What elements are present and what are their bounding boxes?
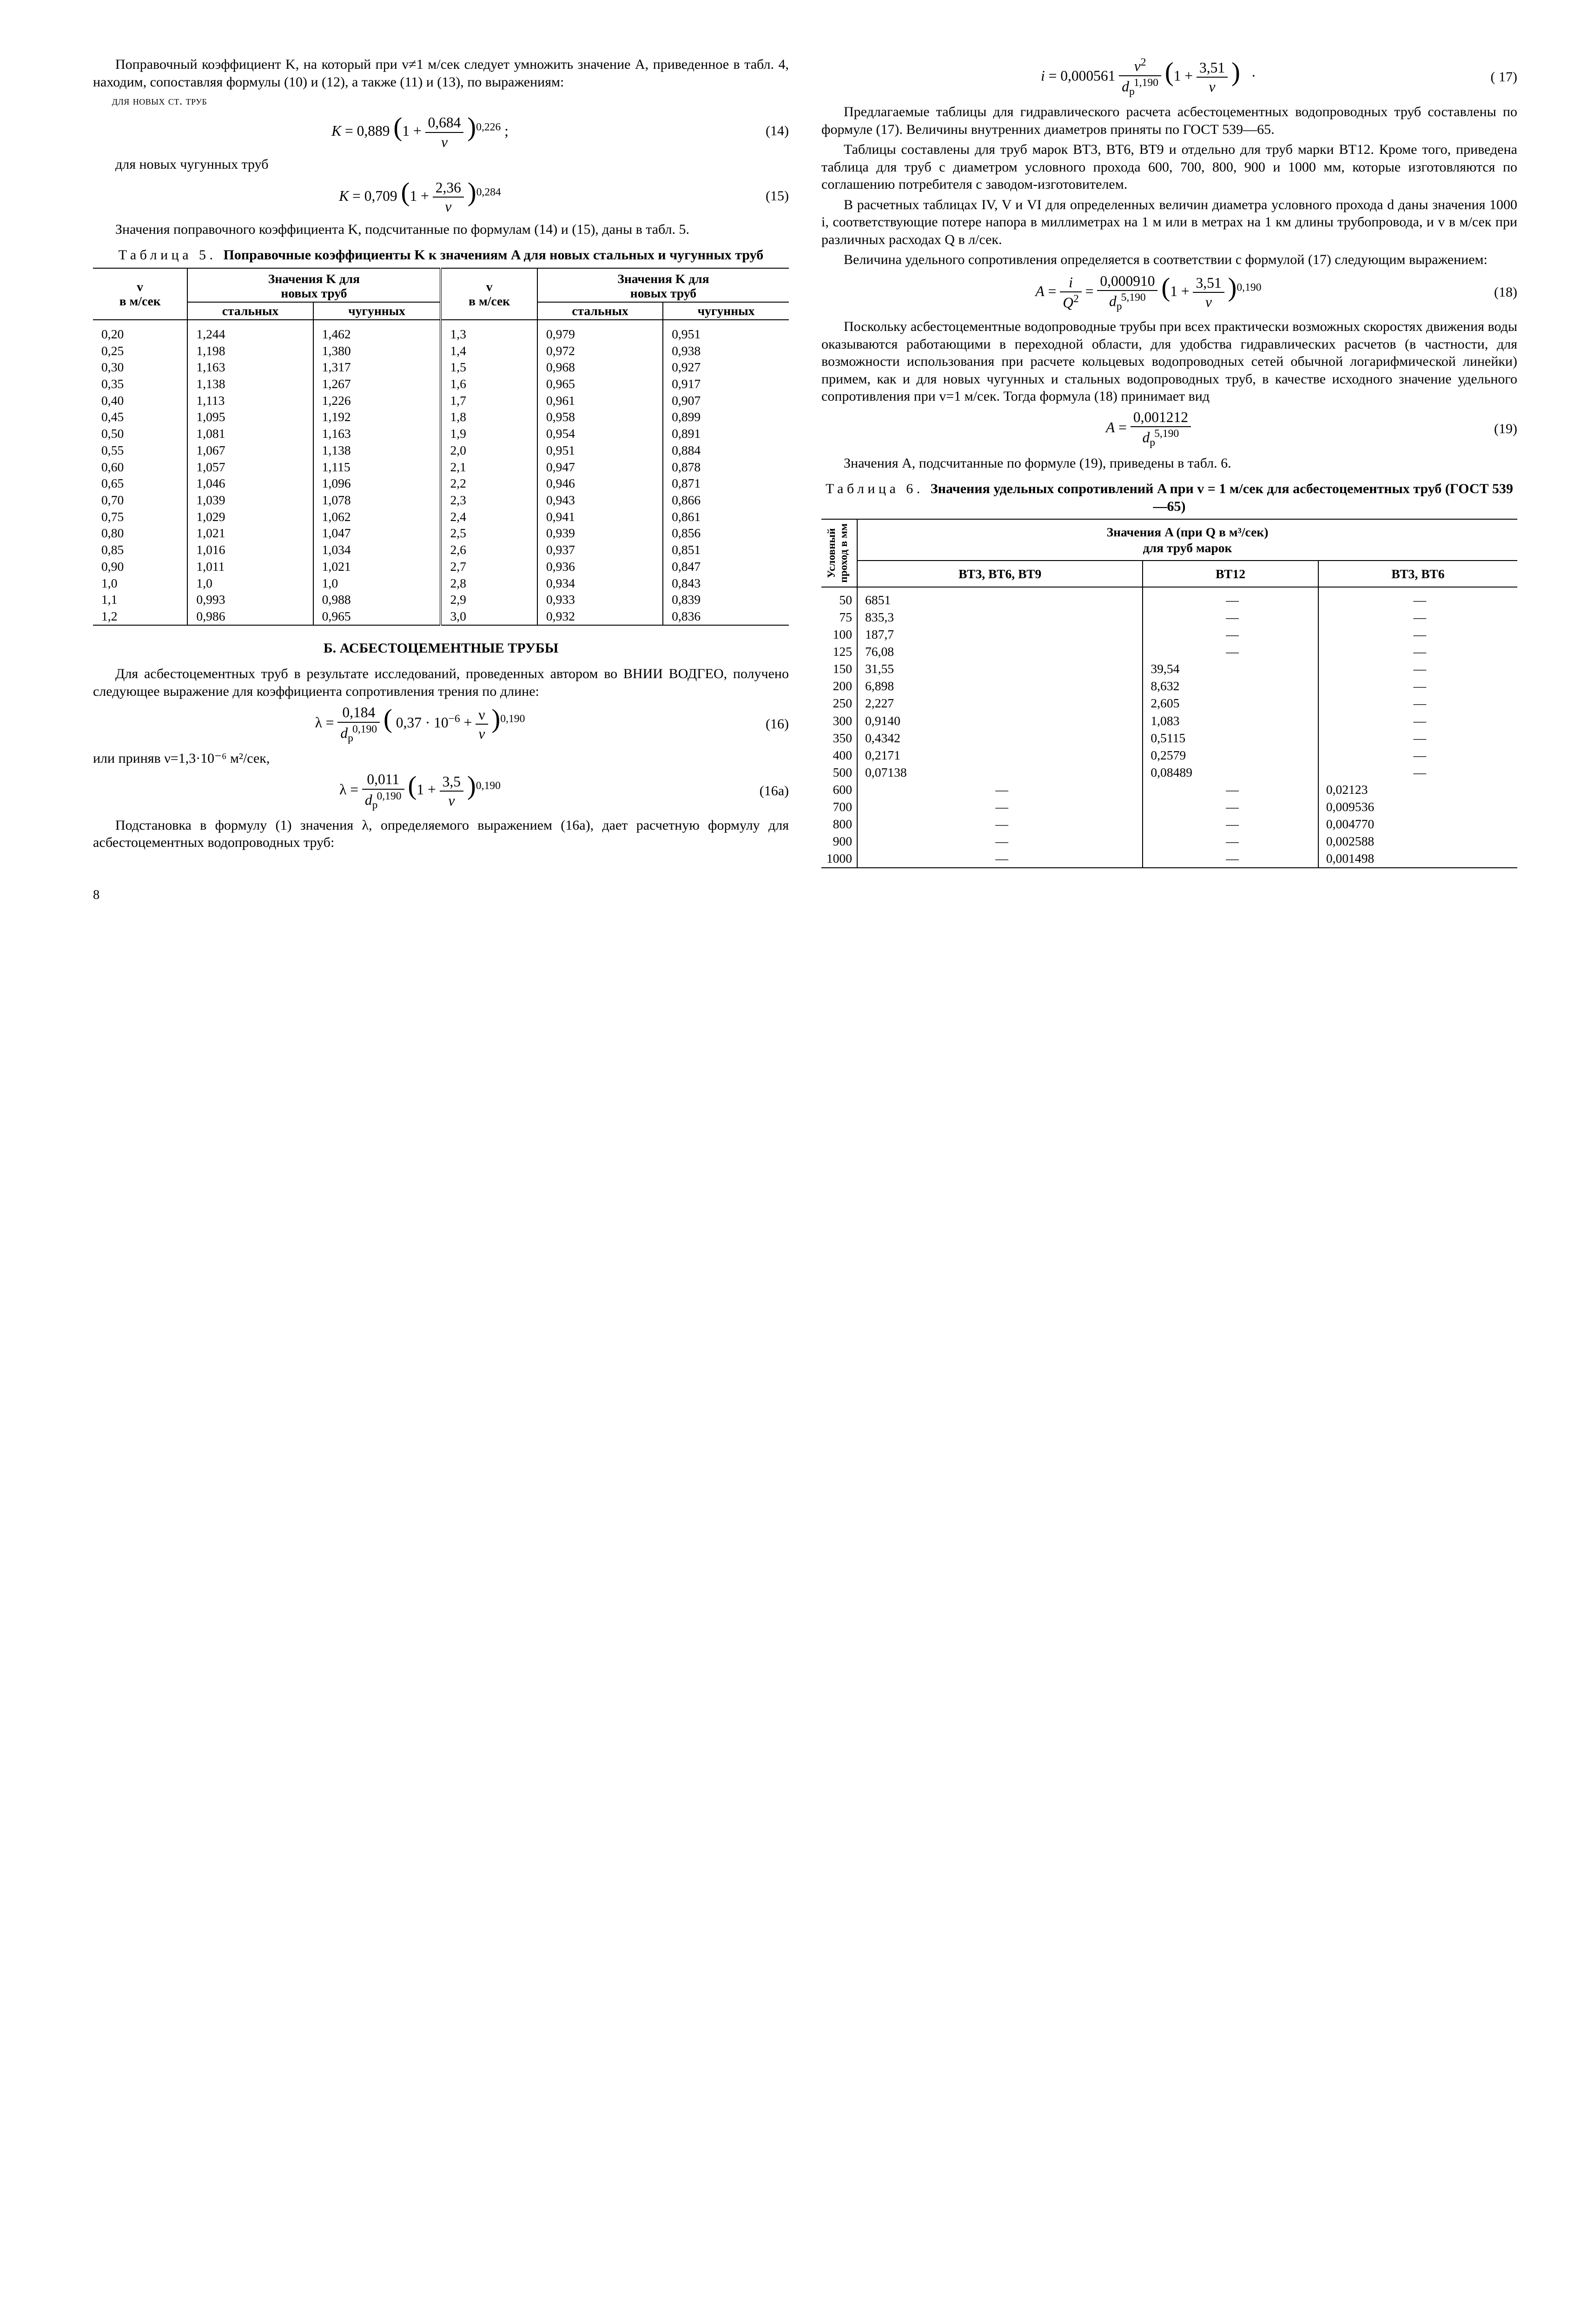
col-header: ВТ12 <box>1143 561 1318 587</box>
table-row: 800——0,004770 <box>821 815 1517 832</box>
table-row: 0,201,2441,4621,30,9790,951 <box>93 326 789 343</box>
table-row: 4000,21710,2579— <box>821 746 1517 764</box>
para: Подстановка в формулу (1) значения λ, оп… <box>93 817 789 852</box>
table-row: 0,451,0951,1921,80,9580,899 <box>93 409 789 425</box>
table-row: 100187,7—— <box>821 626 1517 643</box>
section-heading-b: Б. АСБЕСТОЦЕМЕНТНЫЕ ТРУБЫ <box>93 640 789 657</box>
table-row: 1000——0,001498 <box>821 850 1517 867</box>
para: Поправочный коэффициент K, на кото­рый п… <box>93 56 789 91</box>
table-row: 0,601,0571,1152,10,9470,878 <box>93 459 789 475</box>
col-header: Значения A (при Q в м³/сек) для труб мар… <box>857 519 1517 561</box>
para: Поскольку асбестоцементные водопро­водны… <box>821 318 1517 405</box>
col-header: Значения K для новых труб <box>537 268 789 302</box>
table-row: 0,901,0111,0212,70,9360,847 <box>93 558 789 575</box>
table-row: 0,351,1381,2671,60,9650,917 <box>93 376 789 392</box>
equation-18: A = iQ2 = 0,000910dр5,190 (1 + 3,51v )0,… <box>821 271 1517 314</box>
table-row: 900——0,002588 <box>821 832 1517 850</box>
table-row: 600——0,02123 <box>821 781 1517 798</box>
para: Значения A, подсчитанные по формуле (19)… <box>821 455 1517 472</box>
table-row: 0,501,0811,1631,90,9540,891 <box>93 425 789 442</box>
table-row: 0,251,1981,3801,40,9720,938 <box>93 343 789 359</box>
eqnum: (16а) <box>756 782 789 800</box>
table-row: 700——0,009536 <box>821 798 1517 815</box>
col-header: чугун­ных <box>663 302 789 320</box>
table-row: 1,10,9930,9882,90,9330,839 <box>93 591 789 608</box>
table-row: 12576,08—— <box>821 643 1517 660</box>
col-header: v в м/сек <box>441 268 537 320</box>
equation-17: i = 0,000561 v2dр1,190 (1 + 3,51v ) · ( … <box>821 56 1517 99</box>
equation-14: K = 0,889 (1 + 0,684v )0,226 ; (14) <box>93 111 789 151</box>
equation-16: λ = 0,184dр0,190 ( 0,37 · 10−6 + νv )0,1… <box>93 703 789 745</box>
eqnum: (18) <box>1485 284 1517 301</box>
eqnum: (19) <box>1485 420 1517 438</box>
para: Таблицы составлены для труб марок ВТ3, В… <box>821 141 1517 193</box>
table-row: 0,751,0291,0622,40,9410,861 <box>93 508 789 525</box>
eqnum: (16) <box>756 715 789 733</box>
table-row: 0,301,1631,3171,50,9680,927 <box>93 359 789 376</box>
eqnum: (15) <box>756 187 789 205</box>
col-header: сталь­ных <box>537 302 663 320</box>
table-row: 2006,8988,632— <box>821 677 1517 694</box>
table-row: 15031,5539,54— <box>821 660 1517 677</box>
para: или приняв ν=1,3·10⁻⁶ м²/сек, <box>93 750 789 767</box>
table5-title: Таблица 5. Поправочные коэффи­циенты K к… <box>93 246 789 264</box>
col-header: чугун­ных <box>313 302 441 320</box>
table-row: 0,801,0211,0472,50,9390,856 <box>93 525 789 541</box>
table-row: 3500,43420,5115— <box>821 729 1517 746</box>
table-row: 0,701,0391,0782,30,9430,866 <box>93 492 789 508</box>
table-row: 0,851,0161,0342,60,9370,851 <box>93 541 789 558</box>
equation-15: K = 0,709 (1 + 2,36v )0,284 (15) <box>93 176 789 216</box>
table-row: 0,651,0461,0962,20,9460,871 <box>93 475 789 492</box>
eqnum: (14) <box>756 122 789 140</box>
table-row: 1,01,01,02,80,9340,843 <box>93 575 789 592</box>
col-header: Значения K для новых труб <box>187 268 441 302</box>
table-row: 0,551,0671,1382,00,9510,884 <box>93 442 789 459</box>
table-row: 1,20,9860,9653,00,9320,836 <box>93 608 789 625</box>
caption: для новых ст. труб <box>93 93 789 108</box>
para: Значения поправочного коэффициента K, по… <box>93 221 789 238</box>
table-row: 0,401,1131,2261,70,9610,907 <box>93 392 789 409</box>
para: Величина удельного сопротивления оп­реде… <box>821 251 1517 269</box>
table-6: Условный проход в мм Значения A (при Q в… <box>821 519 1517 868</box>
col-header: сталь­ных <box>187 302 313 320</box>
para: В расчетных таблицах IV, V и VI для опре… <box>821 196 1517 249</box>
table-row: 506851—— <box>821 591 1517 608</box>
table-row: 75835,3—— <box>821 608 1517 626</box>
para: Для асбестоцементных труб в результате и… <box>93 665 789 700</box>
equation-16a: λ = 0,011dр0,190 (1 + 3,5v )0,190 (16а) <box>93 770 789 812</box>
table-row: 2502,2272,605— <box>821 694 1517 712</box>
para: Предлагаемые таблицы для гидравличе­ског… <box>821 103 1517 138</box>
table-5: v в м/сек Значения K для новых труб v в … <box>93 268 789 626</box>
table6-title: Таблица 6. Значения удельных сопротивлен… <box>821 480 1517 515</box>
page-number: 8 <box>93 887 1517 904</box>
table-row: 5000,071380,08489— <box>821 764 1517 781</box>
col-header: ВТ3, ВТ6, ВТ9 <box>857 561 1143 587</box>
col-header: ВТ3, ВТ6 <box>1318 561 1517 587</box>
col-header: Условный проход в мм <box>825 521 851 586</box>
equation-19: A = 0,001212dр5,190 (19) <box>821 408 1517 450</box>
col-header: v в м/сек <box>93 268 187 320</box>
para: для новых чугунных труб <box>93 156 789 173</box>
table-row: 3000,91401,083— <box>821 712 1517 729</box>
eqnum: ( 17) <box>1485 68 1517 86</box>
